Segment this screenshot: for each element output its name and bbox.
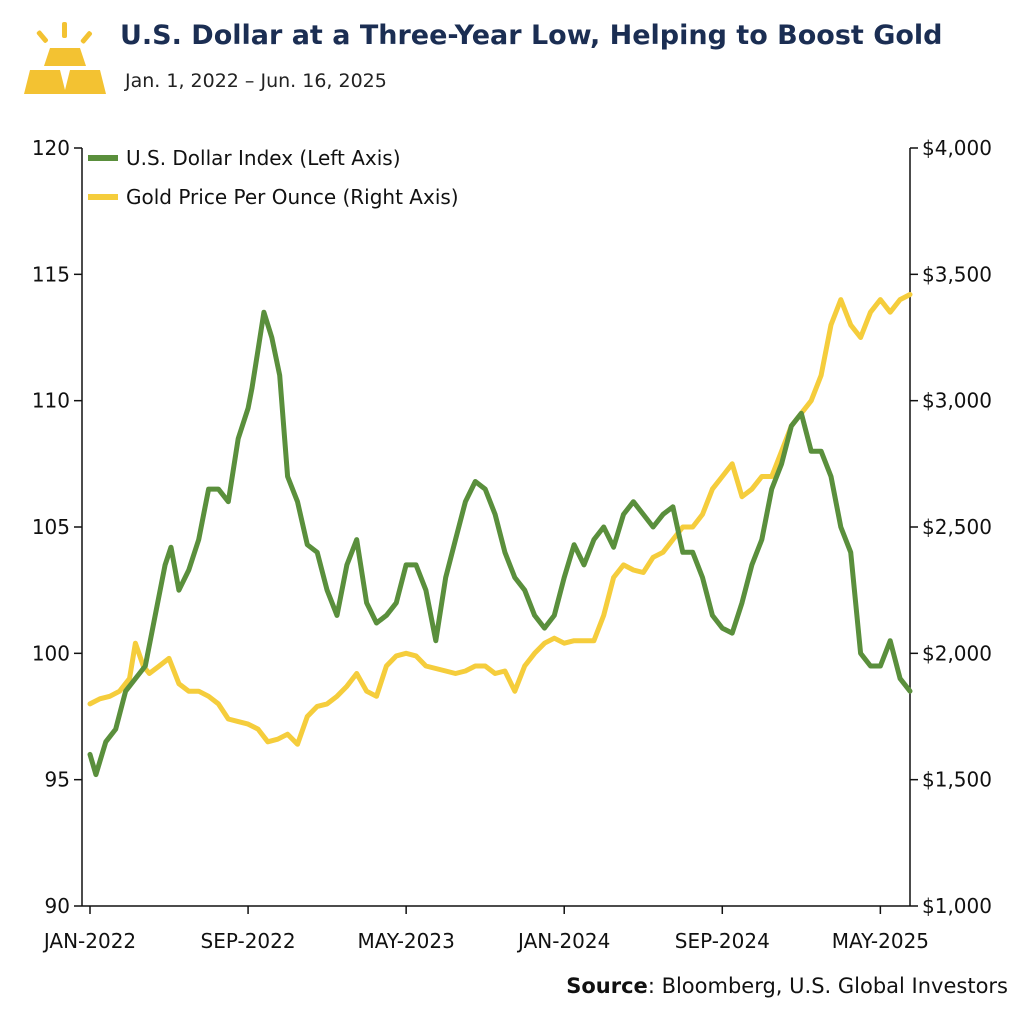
right-tick-label: $1,500 xyxy=(922,768,992,792)
legend: U.S. Dollar Index (Left Axis) Gold Price… xyxy=(88,146,459,209)
left-tick-label: 110 xyxy=(32,389,70,413)
source-label: Source xyxy=(566,974,648,998)
left-tick-label: 120 xyxy=(32,136,70,160)
right-tick-label: $4,000 xyxy=(922,136,992,160)
series-line-dollar-index xyxy=(87,309,913,778)
x-tick-label: MAY-2023 xyxy=(357,929,454,953)
legend-label-gold: Gold Price Per Ounce (Right Axis) xyxy=(126,185,459,209)
left-tick-label: 90 xyxy=(45,894,70,918)
legend-label-dollar: U.S. Dollar Index (Left Axis) xyxy=(126,146,401,170)
series-line-gold-price xyxy=(87,292,913,747)
chart-title: U.S. Dollar at a Three-Year Low, Helping… xyxy=(120,20,943,51)
left-tick-label: 105 xyxy=(32,515,70,539)
x-tick-label: SEP-2022 xyxy=(201,929,296,953)
x-tick-label: JAN-2022 xyxy=(42,929,136,953)
source-text: : Bloomberg, U.S. Global Investors xyxy=(647,974,1008,998)
x-axis: JAN-2022 SEP-2022 MAY-2023 JAN-2024 SEP-2024… xyxy=(42,906,929,953)
chart-subtitle: Jan. 1, 2022 – Jun. 16, 2025 xyxy=(125,70,387,92)
gold-bars-icon xyxy=(22,22,112,102)
right-tick-label: $2,500 xyxy=(922,515,992,539)
source-note: Source: Bloomberg, U.S. Global Investors xyxy=(566,974,1008,998)
right-tick-label: $1,000 xyxy=(922,894,992,918)
x-tick-label: MAY-2025 xyxy=(832,929,929,953)
x-tick-label: SEP-2024 xyxy=(675,929,770,953)
right-tick-label: $3,500 xyxy=(922,262,992,286)
right-tick-label: $3,000 xyxy=(922,389,992,413)
left-axis: 90 95 100 105 110 115 120 xyxy=(32,136,82,918)
chart-header: U.S. Dollar at a Three-Year Low, Helping… xyxy=(0,0,1024,110)
left-tick-label: 95 xyxy=(45,768,70,792)
right-tick-label: $2,000 xyxy=(922,641,992,665)
series-layer xyxy=(87,292,913,778)
x-tick-label: JAN-2024 xyxy=(516,929,610,953)
left-tick-label: 115 xyxy=(32,262,70,286)
right-axis: $1,000 $1,500 $2,000 $2,500 $3,000 $3,500 $4,0… xyxy=(910,136,992,918)
left-tick-label: 100 xyxy=(32,641,70,665)
